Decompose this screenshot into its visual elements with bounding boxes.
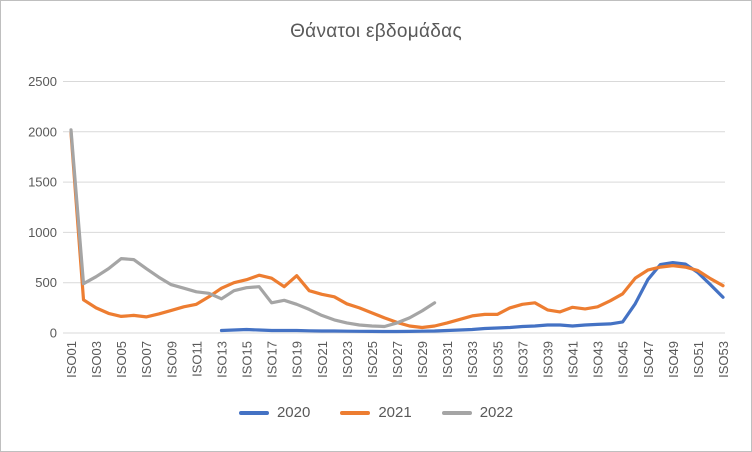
x-axis-tick-label: ISO45	[616, 341, 631, 378]
chart-legend: 2020 2021 2022	[1, 404, 751, 421]
x-axis-tick-label: ISO51	[691, 341, 706, 378]
legend-swatch-2020	[238, 410, 269, 415]
series-line-2020	[219, 261, 725, 334]
legend-label-2020: 2020	[276, 404, 311, 421]
x-axis-tick-label: ISO49	[666, 341, 681, 378]
legend-item-2022[interactable]: 2022	[441, 404, 514, 421]
x-axis-tick-label: ISO09	[164, 341, 179, 378]
x-axis-tick-label: ISO33	[465, 341, 480, 378]
x-axis-tick-label: ISO19	[290, 341, 305, 378]
x-axis-tick-label: ISO15	[240, 341, 255, 378]
x-axis-tick-label: ISO43	[591, 341, 606, 378]
x-axis-tick-label: ISO21	[315, 341, 330, 378]
x-axis-tick-label: ISO35	[490, 341, 505, 378]
x-axis-tick-label: ISO27	[390, 341, 405, 378]
x-axis-tick-label: ISO47	[641, 341, 656, 378]
x-axis-tick-label: ISO37	[515, 341, 530, 378]
series-line-2021	[69, 131, 725, 330]
legend-swatch-2022	[441, 410, 472, 415]
x-axis-tick-label: ISO39	[540, 341, 555, 378]
x-axis-tick-label: ISO29	[415, 341, 430, 378]
legend-label-2021: 2021	[378, 404, 412, 421]
x-axis-tick-label: ISO41	[566, 341, 581, 378]
y-axis-tick-label: 0	[50, 326, 57, 341]
x-axis-tick-label: ISO03	[89, 341, 104, 378]
legend-swatch-2021	[340, 410, 371, 415]
x-axis-tick-label: ISO53	[716, 341, 731, 378]
x-axis-tick-label: ISO11	[189, 341, 204, 377]
legend-label-2022: 2022	[479, 404, 514, 421]
x-axis-tick-label: ISO01	[64, 341, 79, 378]
x-axis-tick-label: ISO31	[440, 341, 455, 378]
x-axis-tick-label: ISO05	[114, 341, 129, 378]
y-axis-tick-label: 500	[35, 275, 57, 290]
series-line-2022	[69, 128, 437, 329]
y-axis-tick-label: 2000	[28, 124, 57, 139]
legend-item-2021[interactable]: 2021	[340, 404, 412, 421]
y-axis-tick-label: 1500	[28, 175, 57, 190]
x-axis-tick-label: ISO17	[265, 341, 280, 378]
y-axis-tick-label: 1000	[28, 225, 57, 240]
x-axis-tick-label: ISO13	[214, 341, 229, 378]
x-axis-tick-label: ISO07	[139, 341, 154, 378]
x-axis-tick-label: ISO25	[365, 341, 380, 378]
x-axis-tick-label: ISO23	[340, 341, 355, 378]
chart-title: Θάνατοι εβδομάδας	[290, 21, 462, 42]
legend-item-2020[interactable]: 2020	[238, 404, 311, 421]
y-axis-tick-label: 2500	[28, 74, 57, 89]
